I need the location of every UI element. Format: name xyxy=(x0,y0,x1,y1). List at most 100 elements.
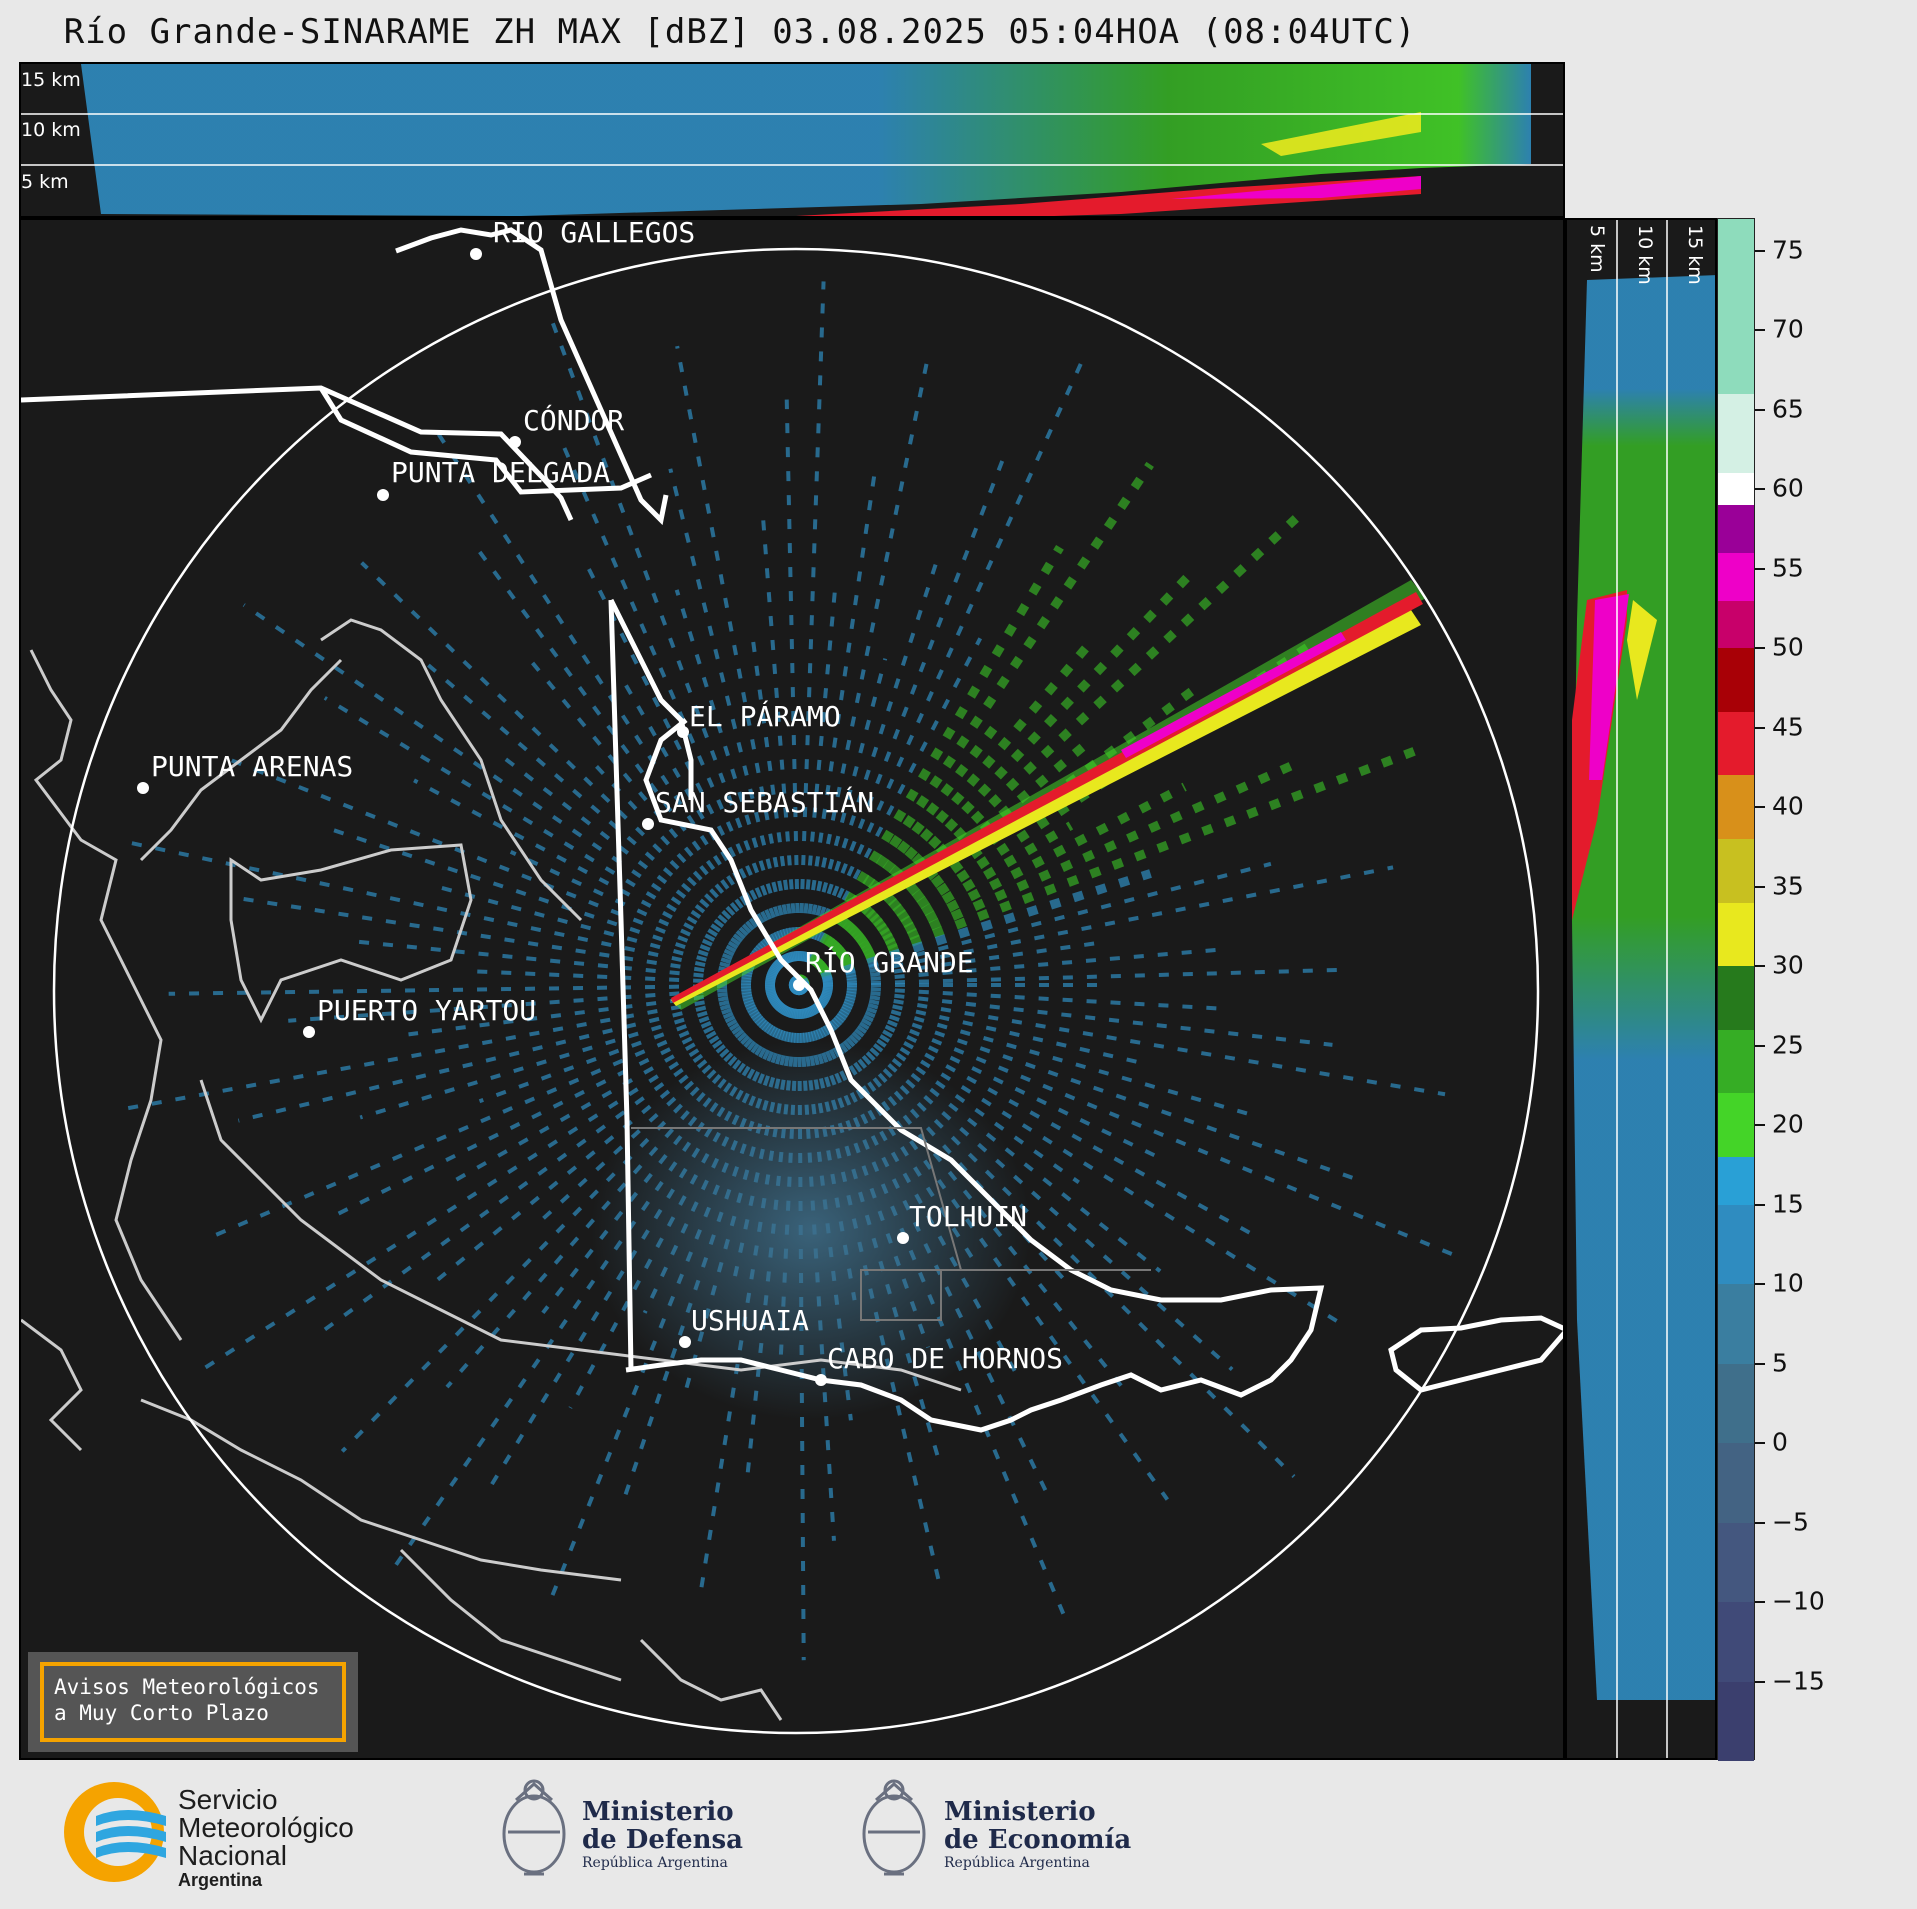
colorbar-tick-mark xyxy=(1755,488,1765,491)
province-line xyxy=(631,1127,1151,1321)
colorbar-tick-label: 45 xyxy=(1772,712,1804,742)
echo-ray xyxy=(797,281,826,986)
top-echo-yellow xyxy=(1261,112,1421,156)
colorbar-tick-mark xyxy=(1755,806,1765,809)
echo-ray xyxy=(798,940,1101,987)
echo-ray xyxy=(242,603,801,987)
colorbar-segment xyxy=(1718,1443,1754,1523)
echo-ray xyxy=(674,589,801,986)
echo-ray xyxy=(360,561,801,987)
echo-ray xyxy=(427,663,801,987)
city-label: USHUAIA xyxy=(691,1304,809,1337)
colorbar-tick-label: 70 xyxy=(1772,314,1804,344)
top-height-label: 10 km xyxy=(21,119,81,141)
colorbar-segment xyxy=(1718,1093,1754,1157)
top-height-label: 15 km xyxy=(21,69,81,91)
echo-ray xyxy=(329,983,800,1220)
colorbar-tick-mark xyxy=(1755,1362,1765,1365)
colorbar-segment xyxy=(1718,775,1754,839)
city-marker xyxy=(793,979,805,991)
colorbar-tick-mark xyxy=(1755,1601,1765,1604)
echo-ray xyxy=(797,984,836,1541)
echo-ray xyxy=(548,984,801,1602)
colorbar-tick-mark xyxy=(1755,249,1765,252)
echo-ray xyxy=(797,469,878,986)
city-label: PUNTA ARENAS xyxy=(151,750,353,783)
colorbar-segment xyxy=(1718,1204,1754,1285)
colorbar-segment xyxy=(1718,1522,1754,1603)
colorbar-segment xyxy=(1718,838,1754,903)
colorbar-segment xyxy=(1718,552,1754,601)
echo-ray xyxy=(413,778,800,987)
echo-ray xyxy=(798,983,1168,1163)
echo-ray xyxy=(208,983,800,1240)
echo-ray xyxy=(478,983,800,1104)
colorbar-tick-mark xyxy=(1755,1044,1765,1047)
warning-line1: Avisos Meteorológicos xyxy=(54,1675,320,1699)
range-ring xyxy=(52,247,1540,1735)
echo-ray xyxy=(668,468,801,986)
city-marker xyxy=(815,1374,827,1386)
smn-logo-icon xyxy=(64,1782,166,1882)
borders xyxy=(21,227,1563,1433)
city-marker xyxy=(897,1232,909,1244)
colorbar-tick-mark xyxy=(1755,1203,1765,1206)
city-marker xyxy=(509,436,521,448)
city-label: PUERTO YARTOU xyxy=(317,994,536,1027)
echo-ray xyxy=(558,437,801,986)
city-label: PUNTA DELGADA xyxy=(391,456,610,489)
colorbar-tick-mark xyxy=(1755,1283,1765,1286)
echo-ray xyxy=(222,755,800,987)
echo-ray xyxy=(798,967,1340,987)
echo-ray xyxy=(237,983,800,1123)
economia-logo: Ministerio de Economía República Argenti… xyxy=(854,1770,1134,1890)
colorbar-tick-label: 60 xyxy=(1772,473,1804,503)
echo-ray xyxy=(796,639,1316,989)
colorbar-tick-label: 10 xyxy=(1772,1268,1804,1298)
colorbar-tick-mark xyxy=(1755,567,1765,570)
echo-ray xyxy=(129,840,800,987)
defensa-logo: Ministerio de Defensa República Argentin… xyxy=(494,1770,754,1890)
echo-ray xyxy=(797,353,1088,986)
echo-ray xyxy=(322,983,801,1333)
echo-ray xyxy=(408,983,800,1037)
ground-clutter-area xyxy=(591,1040,1031,1420)
colorbar-tick-label: −5 xyxy=(1772,1507,1809,1537)
echo-ray xyxy=(795,574,1191,989)
side-cross-section-panel: 5 km 10 km 15 km xyxy=(1565,218,1717,1760)
echo-ray xyxy=(795,515,1299,989)
colorbar-segment xyxy=(1718,1602,1754,1682)
radar-map[interactable]: RÍO GALLEGOS CÓNDOR PUNTA DELGADA EL PÁRAMO… xyxy=(19,218,1565,1760)
city-marker xyxy=(377,489,389,501)
colorbar-segment xyxy=(1718,505,1754,553)
colorbar-segment xyxy=(1718,473,1754,506)
echo-ray xyxy=(798,983,1333,1047)
colorbar-tick-label: 20 xyxy=(1772,1109,1804,1139)
echo-ray xyxy=(798,983,1358,1182)
echo-ray xyxy=(797,550,942,986)
colorbar-tick-label: 75 xyxy=(1772,235,1804,265)
colorbar-tick-label: 35 xyxy=(1772,871,1804,901)
city-label: CÓNDOR xyxy=(523,403,624,437)
colorbar-tick-mark xyxy=(1755,885,1765,888)
echo-ray xyxy=(761,519,801,986)
side-cross-section-svg: 5 km 10 km 15 km xyxy=(1572,220,1715,1758)
echo-ray xyxy=(784,399,801,986)
city-label: EL PÁRAMO xyxy=(689,699,841,733)
colorbar-tick-label: −15 xyxy=(1772,1666,1825,1695)
echo-ray xyxy=(797,756,1306,990)
echo-ray xyxy=(798,983,1145,1066)
side-height-label: 15 km xyxy=(1684,225,1706,285)
colorbar-segment xyxy=(1718,1284,1754,1364)
city-marker xyxy=(679,1336,691,1348)
side-echo-max xyxy=(1589,594,1629,780)
colorbar-tick-mark xyxy=(1755,647,1765,650)
colorbar-tick-label: 30 xyxy=(1772,950,1804,980)
echo-ray xyxy=(323,825,800,987)
side-echo-area xyxy=(1572,275,1715,1700)
echo-band-yellow xyxy=(671,610,1421,1006)
colorbar-segment xyxy=(1718,902,1754,967)
smn-line2: Meteorológico xyxy=(178,1812,354,1843)
echo-ray xyxy=(730,984,801,1288)
smn-line1: Servicio xyxy=(178,1784,278,1815)
